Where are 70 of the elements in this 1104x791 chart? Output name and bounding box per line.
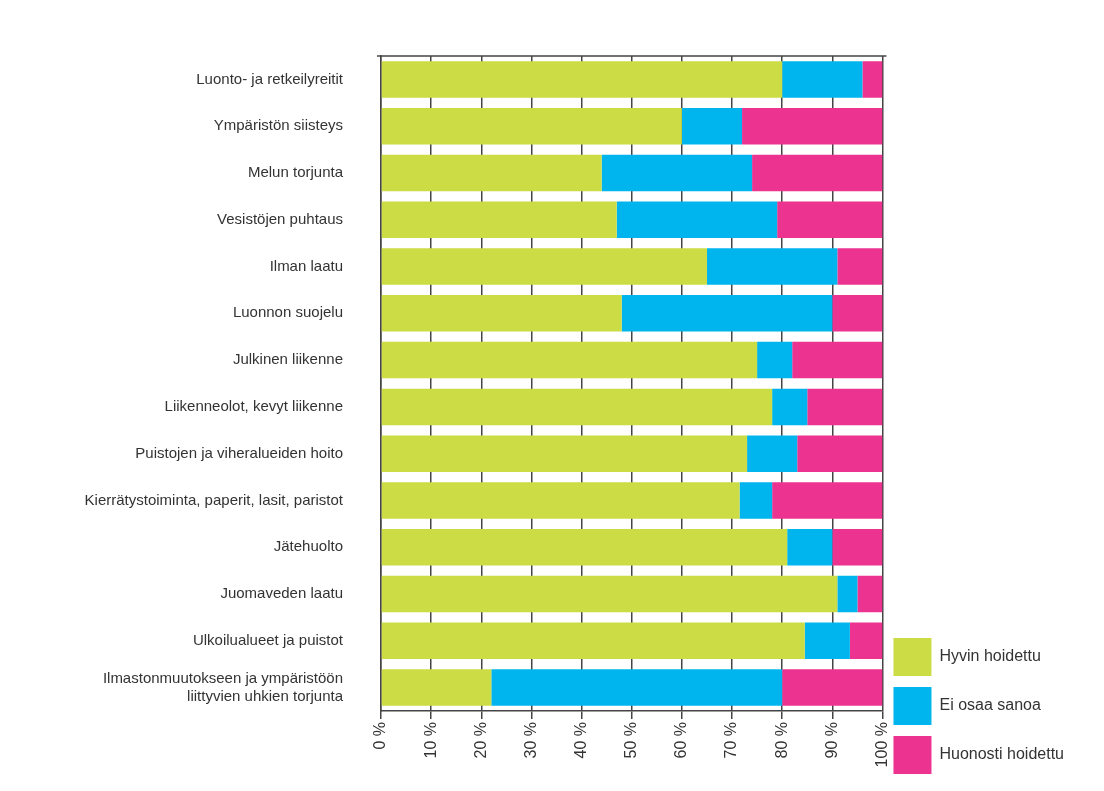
bar xyxy=(742,107,883,145)
bar xyxy=(491,669,783,706)
y-tick-label: Kierrätystoiminta, paperit, lasit, paristot xyxy=(84,490,344,508)
bar xyxy=(752,154,883,192)
x-tick-label: 80 % xyxy=(772,722,790,759)
x-tick-label: 20 % xyxy=(471,722,489,759)
y-tick-label: Jätehuolto xyxy=(273,537,343,555)
bar xyxy=(782,61,863,98)
bar xyxy=(739,482,773,519)
bar xyxy=(706,248,838,285)
legend-label: Ei osaa sanoa xyxy=(939,696,1041,714)
x-tick-label: 30 % xyxy=(521,722,539,759)
bar xyxy=(747,435,798,472)
bar xyxy=(381,154,602,192)
legend-label: Huonosti hoidettu xyxy=(939,745,1064,763)
x-tick-label: 50 % xyxy=(622,722,640,759)
bar xyxy=(782,669,883,706)
bar xyxy=(616,201,778,238)
bar xyxy=(797,435,883,472)
bar xyxy=(621,295,833,332)
x-tick-label: 40 % xyxy=(571,722,589,759)
bar xyxy=(804,622,850,660)
y-tick-label: Ilman laatu xyxy=(269,256,343,274)
y-tick-label: Puistojen ja viheralueiden hoito xyxy=(135,443,343,461)
bar xyxy=(792,341,883,379)
bar xyxy=(381,388,773,426)
legend-label: Hyvin hoidettu xyxy=(939,647,1041,665)
bar xyxy=(837,575,858,613)
x-tick-label: 10 % xyxy=(421,722,439,759)
bar xyxy=(381,295,622,332)
x-tick-label: 70 % xyxy=(722,722,740,759)
bar xyxy=(381,248,707,285)
y-tick-label: Luonto- ja retkeilyreitit xyxy=(196,69,344,87)
bar xyxy=(832,529,883,566)
y-tick-label: Ilmastonmuutokseen ja ympäristöön liittyvien uhkien torjunta xyxy=(102,668,344,704)
bar xyxy=(381,435,748,472)
y-tick-label: Ulkoilualueet ja puistot xyxy=(192,630,344,648)
bar xyxy=(862,61,883,98)
bar xyxy=(381,61,783,98)
y-tick-label: Juomaveden laatu xyxy=(220,584,343,602)
bar xyxy=(787,529,833,566)
x-tick-label: 100 % xyxy=(872,722,890,768)
bar xyxy=(772,388,808,426)
bar xyxy=(772,482,883,519)
x-tick-label: 90 % xyxy=(822,722,840,759)
y-tick-label: Liikenneolot, kevyt liikenne xyxy=(164,397,343,415)
bar xyxy=(681,107,743,145)
x-tick-label: 0 % xyxy=(371,722,389,750)
bar xyxy=(857,575,883,613)
y-tick-label: Luonnon suojelu xyxy=(232,303,343,321)
x-tick-label: 60 % xyxy=(672,722,690,759)
y-tick-label: Vesistöjen puhtaus xyxy=(217,209,343,227)
bar xyxy=(381,622,805,660)
bar xyxy=(849,622,883,660)
bar xyxy=(601,154,753,192)
bar xyxy=(381,201,617,238)
bar xyxy=(837,248,883,285)
bar xyxy=(807,388,883,426)
bar xyxy=(381,107,682,145)
bar xyxy=(381,341,758,379)
bar xyxy=(832,295,883,332)
bar xyxy=(757,341,793,379)
y-tick-label: Ympäristön siisteys xyxy=(213,116,343,134)
y-tick-label: Melun torjunta xyxy=(247,163,344,181)
y-tick-label: Julkinen liikenne xyxy=(232,350,343,368)
bar xyxy=(381,529,788,566)
bar xyxy=(381,575,838,613)
bar xyxy=(381,669,492,706)
bar xyxy=(381,482,740,519)
bar xyxy=(777,201,883,238)
